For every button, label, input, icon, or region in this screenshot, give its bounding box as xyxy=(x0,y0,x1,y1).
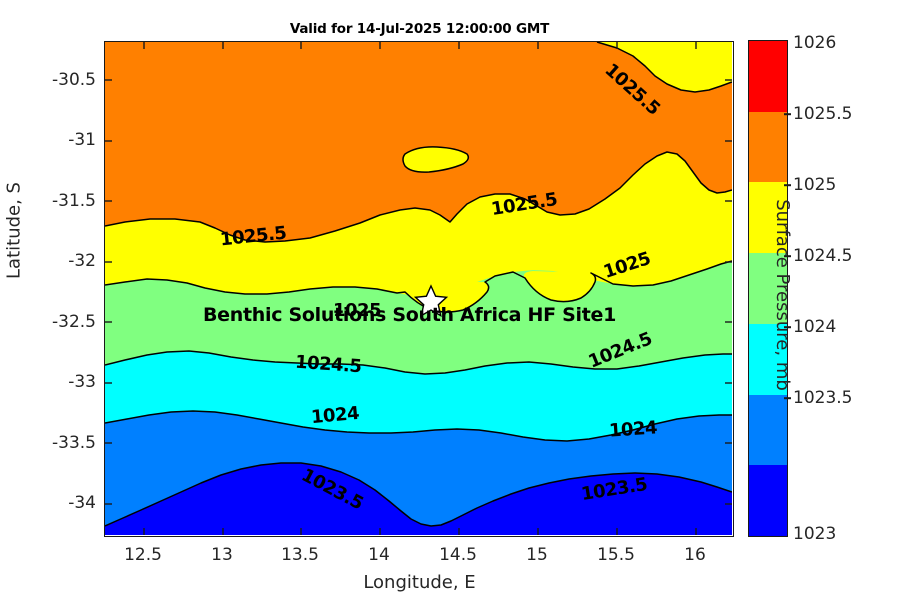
axis-ticks xyxy=(105,42,732,535)
contour-plot-area[interactable]: 1025.5 1025.5 1025.5 1025 1025 1024.5 10… xyxy=(104,41,734,537)
x-axis-tick-labels: 12.5 13 13.5 14 14.5 15 15.5 16 xyxy=(0,545,900,571)
colorbar-dash xyxy=(784,326,791,328)
contour-line-island xyxy=(402,146,470,173)
contour-label-1025-c: 1025 xyxy=(333,300,382,321)
colorbar-tick-1023p5-text: 1023.5 xyxy=(793,388,853,408)
colorbar-tick-1024p5-text: 1024.5 xyxy=(793,246,853,266)
y-tick-0: -30.5 xyxy=(52,70,96,90)
colorbar-band-1023-1023p5 xyxy=(749,394,787,466)
colorbar-band-below-1023 xyxy=(749,465,787,536)
contour-field xyxy=(105,42,732,535)
y-axis-title: Latitude, S xyxy=(3,182,25,279)
star-marker[interactable] xyxy=(413,284,449,318)
colorbar-tick-1025: 1025 xyxy=(784,175,837,195)
colorbar-tick-1024-text: 1024 xyxy=(793,317,837,337)
y-tick-6: -33.5 xyxy=(52,433,96,453)
y-axis-tick-labels: -30.5 -31 -31.5 -32 -32.5 -33 -33.5 -34 xyxy=(0,0,96,600)
colorbar-band-1025-1025p5 xyxy=(749,111,787,183)
colorbar-tick-1023p5: 1023.5 xyxy=(784,388,853,408)
colorbar-band-1024-1024p5 xyxy=(749,253,787,324)
yellow-lobe-right xyxy=(524,271,596,302)
colorbar-title: Surface Pressure, mb xyxy=(772,199,793,391)
colorbar-band-1024p5-1025 xyxy=(749,182,787,254)
contour-line-1025 xyxy=(105,260,732,313)
colorbar-dash xyxy=(784,113,791,115)
colorbar-tick-1023-text: 1023 xyxy=(793,524,837,544)
contour-line-1025p5 xyxy=(105,151,732,243)
colorbar-tick-1025p5-text: 1025.5 xyxy=(793,104,853,124)
y-tick-7: -34 xyxy=(68,493,96,513)
contour-line-1024 xyxy=(105,410,732,442)
contour-line-top-notch xyxy=(596,42,732,93)
y-tick-2: -31.5 xyxy=(52,191,96,211)
contour-label-1024-w: 1024 xyxy=(310,402,360,429)
y-tick-1: -31 xyxy=(68,130,96,150)
colorbar-tick-1025p5: 1025.5 xyxy=(784,104,853,124)
site-label: Benthic Solutions South Africa HF Site1 xyxy=(203,304,616,326)
band-1023-1023p5 xyxy=(105,463,732,535)
colorbar-band-1025p5-1026 xyxy=(749,41,787,112)
x-tick-1: 13 xyxy=(211,545,233,565)
y-tick-5: -33 xyxy=(68,372,96,392)
contour-line-1024p5 xyxy=(105,350,732,375)
x-tick-5: 15 xyxy=(526,545,548,565)
contour-label-1024-e: 1024 xyxy=(608,417,658,442)
y-tick-3: -32 xyxy=(68,251,96,271)
colorbar-tick-1026: 1026 xyxy=(793,33,836,53)
x-tick-4: 14.5 xyxy=(439,545,477,565)
yellow-island xyxy=(403,146,469,173)
x-tick-0: 12.5 xyxy=(124,545,162,565)
colorbar-band-1023p5-1024 xyxy=(749,323,787,395)
x-tick-7: 16 xyxy=(684,545,706,565)
colorbar[interactable] xyxy=(748,40,788,537)
colorbar-dash xyxy=(784,184,791,186)
contour-line-1023p5 xyxy=(105,462,732,527)
page-title: Valid for 14-Jul-2025 12:00:00 GMT xyxy=(289,21,550,37)
y-tick-4: -32.5 xyxy=(52,312,96,332)
colorbar-dash xyxy=(784,255,791,257)
colorbar-dash xyxy=(784,397,791,399)
contour-lines xyxy=(105,42,732,527)
colorbar-tick-1024p5: 1024.5 xyxy=(784,246,853,266)
colorbar-tick-1026-text: 1026 xyxy=(793,33,837,53)
x-axis-title: Longitude, E xyxy=(363,572,476,593)
colorbar-tick-1024: 1024 xyxy=(784,317,837,337)
colorbar-tick-labels: 1026 1025.5 1025 1024.5 1024 1023.5 1023 xyxy=(784,33,893,544)
colorbar-tick-1025-text: 1025 xyxy=(793,175,837,195)
colorbar-tick-1023: 1023 xyxy=(793,524,836,544)
x-tick-3: 14 xyxy=(368,545,390,565)
x-tick-6: 15.5 xyxy=(597,545,635,565)
x-tick-2: 13.5 xyxy=(281,545,319,565)
